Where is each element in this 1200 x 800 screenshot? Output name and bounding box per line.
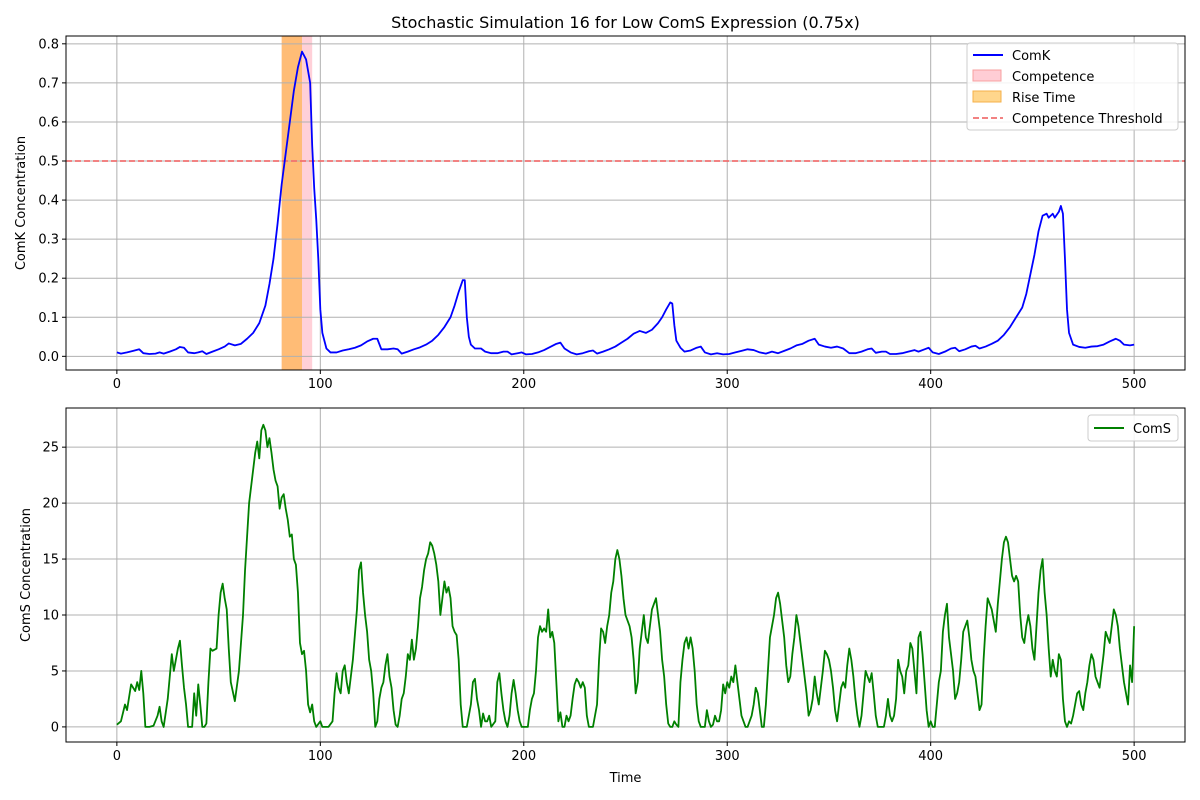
legend-rise-time-swatch bbox=[972, 90, 1002, 103]
coms-panel: 0 100 200 300 400 500 0 5 10 15 20 25 ComS Concent… bbox=[19, 407, 1186, 786]
comk-x-tick-label-0: 0 bbox=[113, 377, 121, 392]
legend-competence-swatch bbox=[972, 69, 1002, 82]
coms-legend-box bbox=[1087, 414, 1179, 442]
coms-legend: ComS bbox=[1087, 414, 1179, 442]
comk-axes-frame bbox=[65, 35, 1186, 371]
comk-y-tick-label-7: 0.7 bbox=[38, 76, 59, 91]
coms-line bbox=[116, 423, 1136, 728]
legend-comk-label: ComK bbox=[1012, 49, 1051, 64]
coms-y-tick-label-0: 0 bbox=[51, 720, 59, 735]
comk-legend-box bbox=[966, 42, 1179, 131]
coms-x-tick-label-0: 0 bbox=[113, 749, 121, 764]
comk-legend: ComK Competence Rise Time Competence Thr… bbox=[966, 42, 1179, 131]
coms-y-tick-label-2: 10 bbox=[42, 609, 59, 624]
legend-coms-label: ComS bbox=[1133, 422, 1171, 437]
comk-spans bbox=[281, 36, 313, 370]
comk-y-tick-label-6: 0.6 bbox=[38, 115, 59, 130]
coms-grid bbox=[66, 408, 1185, 742]
comk-chart-title: Stochastic Simulation 16 for Low ComS Ex… bbox=[391, 13, 860, 32]
coms-y-tick-label-5: 25 bbox=[42, 441, 59, 456]
coms-y-ticks: 0 5 10 15 20 25 bbox=[42, 441, 66, 735]
legend-threshold-label: Competence Threshold bbox=[1012, 112, 1163, 127]
comk-y-tick-label-0: 0.0 bbox=[38, 350, 59, 365]
legend-competence-label: Competence bbox=[1012, 70, 1094, 85]
coms-x-tick-label-100: 100 bbox=[308, 749, 333, 764]
coms-y-tick-label-3: 15 bbox=[42, 553, 59, 568]
comk-x-tick-label-200: 200 bbox=[511, 377, 536, 392]
comk-y-tick-label-2: 0.2 bbox=[38, 272, 59, 287]
coms-y-tick-label-4: 20 bbox=[42, 497, 59, 512]
comk-x-ticks: 0 100 200 300 400 500 bbox=[113, 370, 1147, 392]
comk-x-tick-label-400: 400 bbox=[918, 377, 943, 392]
legend-rise-time-label: Rise Time bbox=[1012, 91, 1075, 106]
comk-y-axis-label: ComK Concentration bbox=[14, 136, 29, 270]
comk-y-tick-label-8: 0.8 bbox=[38, 37, 59, 52]
comk-span-competence bbox=[281, 36, 313, 370]
coms-axes-frame bbox=[65, 407, 1186, 743]
coms-x-axis-label: Time bbox=[609, 771, 642, 786]
comk-x-tick-label-100: 100 bbox=[308, 377, 333, 392]
comk-y-tick-label-4: 0.4 bbox=[38, 194, 59, 209]
comk-x-tick-label-500: 500 bbox=[1122, 377, 1147, 392]
comk-panel: Stochastic Simulation 16 for Low ComS Ex… bbox=[14, 13, 1186, 392]
coms-x-ticks: 0 100 200 300 400 500 bbox=[113, 742, 1147, 764]
comk-y-tick-label-1: 0.1 bbox=[38, 311, 59, 326]
comk-series bbox=[116, 50, 1135, 356]
coms-y-axis-label: ComS Concentration bbox=[19, 508, 34, 642]
comk-span-rise-time bbox=[281, 36, 303, 370]
comk-y-tick-label-3: 0.3 bbox=[38, 233, 59, 248]
comk-y-ticks: 0.0 0.1 0.2 0.3 0.4 0.5 0.6 0.7 0.8 bbox=[38, 37, 66, 365]
coms-x-tick-label-300: 300 bbox=[715, 749, 740, 764]
comk-line bbox=[116, 50, 1135, 356]
comk-y-tick-label-5: 0.5 bbox=[38, 155, 59, 170]
coms-x-tick-label-200: 200 bbox=[511, 749, 536, 764]
coms-x-tick-label-400: 400 bbox=[918, 749, 943, 764]
coms-y-tick-label-1: 5 bbox=[51, 664, 59, 679]
comk-x-tick-label-300: 300 bbox=[715, 377, 740, 392]
coms-series bbox=[116, 423, 1136, 728]
coms-x-tick-label-500: 500 bbox=[1122, 749, 1147, 764]
